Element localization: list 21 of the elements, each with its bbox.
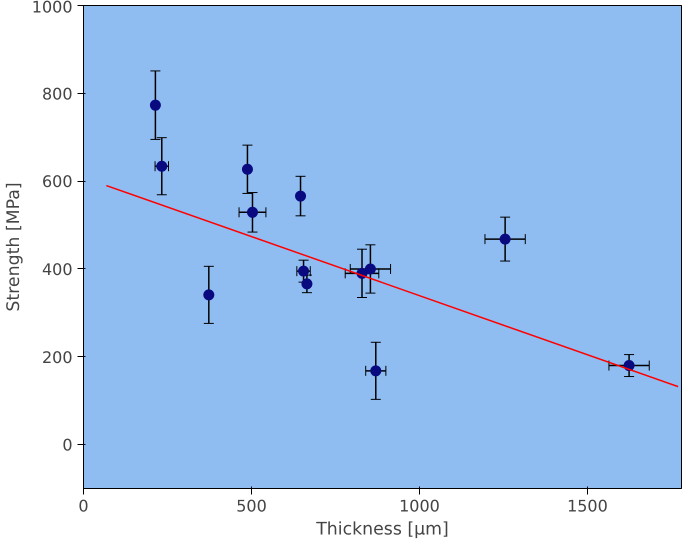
point: [295, 190, 306, 202]
y-tick-label: 200: [42, 348, 73, 367]
x-tick-label: 1000: [399, 496, 440, 516]
y-tick-label: 600: [42, 172, 73, 192]
point: [246, 206, 258, 218]
y-tick-label: 0: [62, 436, 73, 455]
point: [364, 263, 376, 274]
y-tick-label: 1000: [32, 0, 72, 16]
y-axis-title: Strength [MPa]: [4, 182, 24, 312]
x-tick-label: 0: [78, 496, 89, 516]
point: [301, 278, 312, 290]
x-axis-title: Thickness [µm]: [315, 520, 449, 540]
x-tick-label: 500: [236, 496, 267, 516]
point: [150, 100, 161, 111]
point: [203, 289, 214, 300]
y-tick-label: 800: [42, 84, 73, 104]
point: [242, 164, 253, 175]
x-tick-label: 1500: [567, 496, 608, 516]
y-tick-label: 400: [42, 260, 73, 279]
point: [370, 365, 382, 376]
point: [500, 234, 511, 245]
